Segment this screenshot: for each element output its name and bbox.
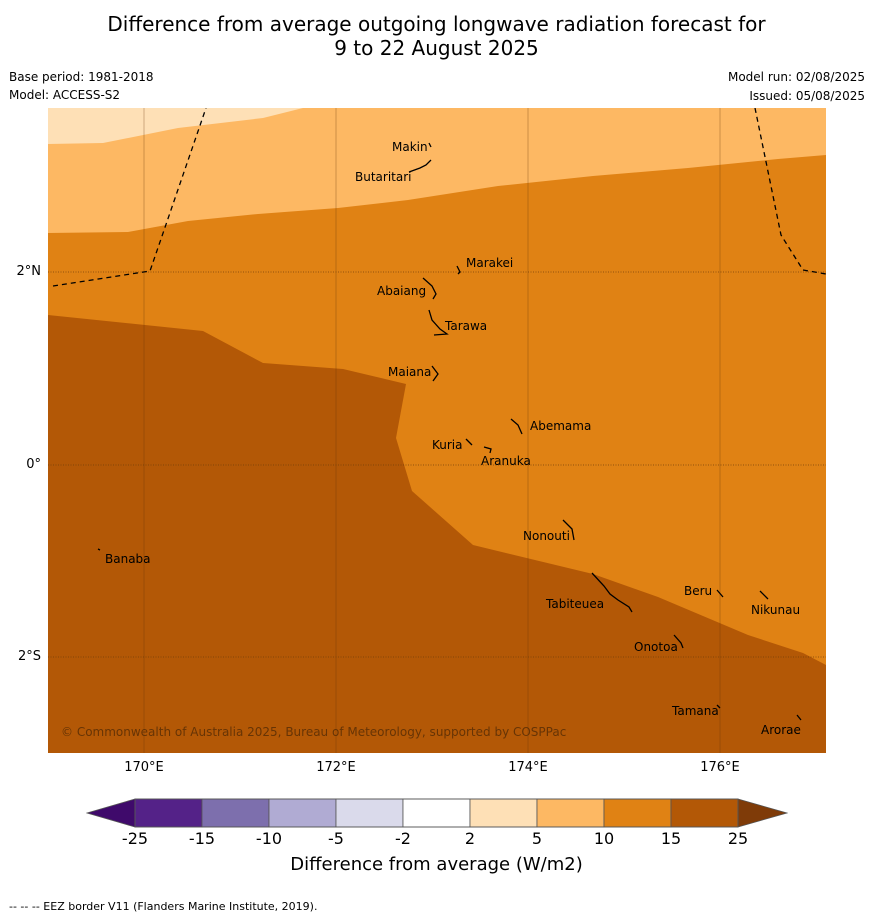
island-labels: Makin Butaritari Marakei Abaiang Tarawa … [105, 140, 801, 737]
colorbar-tick-label: 5 [531, 829, 543, 848]
title-line-1: Difference from average outgoing longwav… [107, 12, 766, 36]
arorae-outline [796, 714, 802, 721]
tarawa-outline [428, 309, 449, 336]
colorbar-segment [134, 798, 203, 828]
eez-border [52, 108, 826, 287]
colorbar-segment [603, 798, 672, 828]
marakei-outline [456, 265, 461, 275]
lon-label-170e: 170°E [124, 760, 164, 775]
island-label: Tarawa [444, 319, 487, 333]
abaiang-outline [422, 277, 437, 300]
issued-text: Issued: 05/08/2025 [749, 89, 865, 103]
colorbar-tick-label: -5 [328, 829, 344, 848]
nonouti-outline [562, 519, 575, 541]
banaba-outline [97, 548, 101, 551]
region-15-to-25 [48, 315, 826, 753]
maiana-outline [431, 365, 439, 382]
colorbar-frame [134, 798, 739, 828]
colorbar [85, 798, 789, 832]
island-label: Arorae [761, 723, 801, 737]
longitude-gridlines [143, 108, 721, 753]
colorbar-segment [536, 798, 605, 828]
island-label: Maiana [388, 365, 431, 379]
colorbar-segment [268, 798, 337, 828]
island-label: Tabiteuea [545, 597, 604, 611]
colorbar-segment [402, 798, 471, 828]
colorbar-tick-label: 25 [727, 829, 749, 848]
lon-label-176e: 176°E [700, 760, 740, 775]
island-label: Tamana [671, 704, 719, 718]
island-label: Aranuka [481, 454, 531, 468]
colorbar-tick-label: 2 [464, 829, 476, 848]
nikunau-outline [759, 590, 769, 600]
eez-border-note: -- -- -- EEZ border V11 (Flanders Marine… [9, 900, 318, 913]
island-label: Nikunau [751, 603, 800, 617]
colorbar-tick-label: 10 [593, 829, 615, 848]
lon-label-174e: 174°E [508, 760, 548, 775]
colorbar-segment [335, 798, 404, 828]
island-label: Nonouti [523, 529, 570, 543]
colorbar-title: Difference from average (W/m2) [290, 854, 583, 875]
colorbar-tick-label: -2 [395, 829, 411, 848]
colorbar-tick-label: -15 [188, 829, 216, 848]
map-title: Difference from average outgoing longwav… [0, 12, 873, 60]
island-label: Makin [392, 140, 428, 154]
title-line-2: 9 to 22 August 2025 [334, 36, 539, 60]
colorbar-extend-high [737, 798, 789, 828]
aranuka-outline [483, 446, 492, 454]
island-label: Banaba [105, 552, 151, 566]
island-label: Onotoa [634, 640, 678, 654]
colorbar-segment [670, 798, 739, 828]
region-2-to-5 [48, 108, 303, 144]
island-outlines [97, 142, 802, 721]
colorbar-segment [201, 798, 270, 828]
colorbar-tick-label: -10 [255, 829, 283, 848]
tamana-outline [716, 704, 721, 709]
beru-outline [716, 589, 724, 598]
island-label: Kuria [432, 438, 463, 452]
island-label: Beru [684, 584, 712, 598]
kuria-outline [465, 438, 473, 446]
butaritari-makin-outline [408, 142, 432, 173]
colorbar-segment [469, 798, 538, 828]
copyright-text: © Commonwealth of Australia 2025, Bureau… [61, 725, 566, 739]
colorbar-extend-low [85, 798, 136, 828]
island-label: Butaritari [355, 170, 412, 184]
tabiteuea-outline [591, 572, 633, 613]
lon-label-172e: 172°E [316, 760, 356, 775]
island-label: Abemama [530, 419, 591, 433]
lat-label-2s: 2°S [17, 649, 41, 664]
colorbar-tick-label: 15 [660, 829, 682, 848]
onotoa-outline [673, 634, 684, 649]
model-text: Model: ACCESS-S2 [9, 88, 121, 102]
island-label: Abaiang [377, 284, 426, 298]
latitude-gridlines [48, 271, 826, 658]
map-panel: Makin Butaritari Marakei Abaiang Tarawa … [48, 108, 826, 753]
lat-label-2n: 2°N [16, 264, 42, 279]
island-label: Marakei [466, 256, 513, 270]
region-5-to-10 [48, 108, 826, 233]
base-period-text: Base period: 1981-2018 [9, 70, 154, 84]
colorbar-tick-label: -25 [121, 829, 149, 848]
lat-label-equator: 0° [26, 457, 41, 472]
abemama-outline [510, 418, 523, 435]
model-run-text: Model run: 02/08/2025 [727, 70, 865, 84]
